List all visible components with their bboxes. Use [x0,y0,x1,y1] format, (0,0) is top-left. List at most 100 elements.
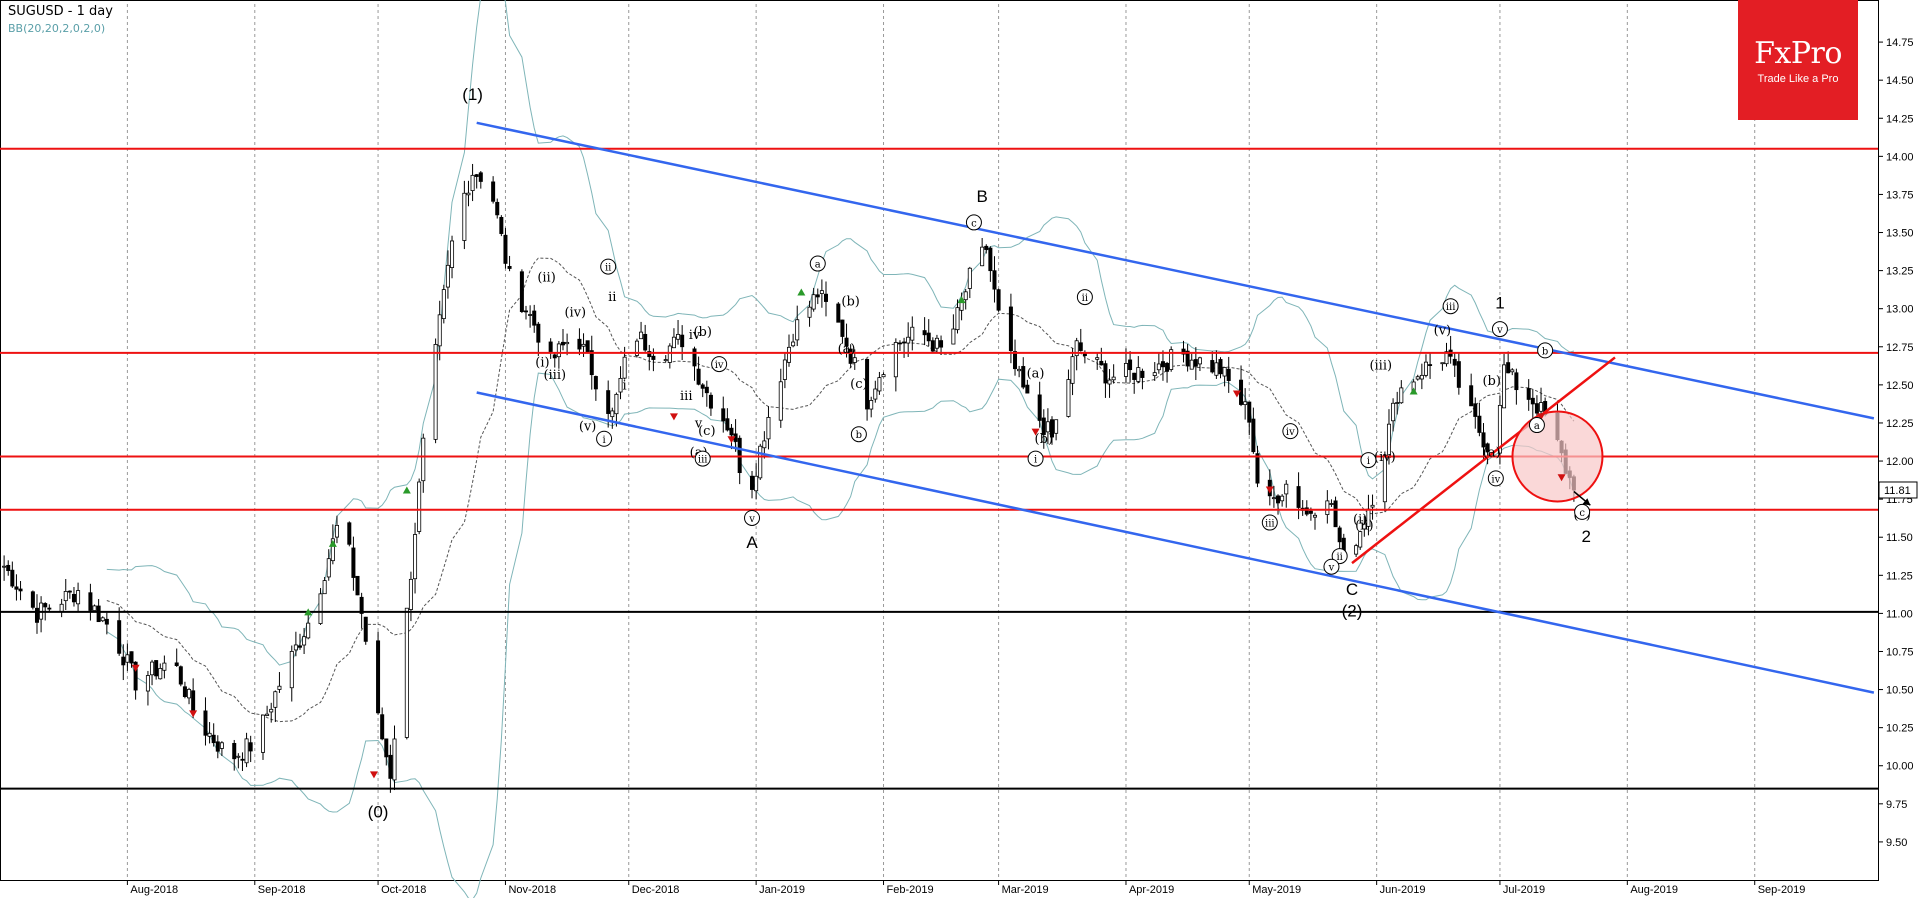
candle-body [1070,356,1075,384]
candle-body [988,247,993,272]
wave-circle [1487,470,1504,487]
candle-body [1333,500,1338,528]
candle-body [622,356,627,379]
candle-body [441,289,446,320]
candle-body [778,381,783,421]
candle-body [647,351,652,358]
wave-circle [809,255,826,272]
candle-body [491,181,496,202]
wave-circled-label: i [602,435,605,446]
wave-circled-label: ii [1082,293,1088,304]
fxpro-logo: FxPro Trade Like a Pro [1738,0,1858,120]
candle-body [807,306,812,318]
candle-body [1021,366,1026,388]
candle-body [1103,363,1108,384]
candle-body [1362,523,1367,530]
candle-body [848,348,853,364]
wave-circled-label: b [856,430,862,441]
candle-body [261,714,266,753]
wave-circled-label: c [1579,508,1585,519]
candle-body [1099,360,1104,366]
candlesticks [2,163,1576,793]
x-tick-label: Jun-2019 [1380,884,1426,896]
candle-body [1160,361,1165,368]
candle-body [1140,370,1145,378]
y-tick-label: 14.25 [1886,113,1914,125]
candle-body [967,267,972,289]
candle-body [1358,531,1363,548]
buy-arrow-marker [402,486,411,494]
candle-body [1473,403,1478,417]
candle-body [922,330,927,336]
candle-body [1399,387,1404,404]
candle-body [996,289,1001,311]
candle-body [215,741,220,752]
candle-body [1506,362,1511,374]
y-tick-label: 11.25 [1886,570,1913,582]
candle-body [1308,510,1313,514]
candle-body [548,341,553,352]
candle-body [1226,368,1231,381]
candle-body [519,271,524,312]
candle-body [76,590,81,605]
candle-body [955,307,960,331]
candle-body [643,333,648,351]
candle-body [758,445,763,479]
candle-body [318,593,323,624]
candle-body [614,393,619,415]
candle-body [404,607,409,738]
candle-body [1395,402,1400,404]
wave-label: i [623,378,627,393]
wave-circle [1574,503,1591,520]
candle-body [1054,419,1059,434]
candle-body [330,538,335,562]
candle-body [532,310,537,326]
candle-body [355,575,360,596]
candle-body [388,754,393,779]
candle-body [1419,374,1424,380]
red-trendline [1351,356,1616,565]
y-axis: 9.50 9.75 10.00 10.25 10.50 10.75 11.00 11.25 11… [1878,37,1918,849]
candle-body [560,341,565,346]
candle-body [466,192,471,196]
wave-label: (iii) [1369,359,1392,374]
candle-body [1107,379,1112,385]
candle-body [963,291,968,301]
candle-body [1304,507,1309,515]
candle-body [663,359,668,362]
candle-body [1165,362,1170,372]
candle-body [462,192,467,241]
candle-body [154,660,159,677]
candle-body [1415,376,1420,380]
channel-lower-line [476,391,1875,694]
candle-body [1485,443,1490,453]
wave-label: (ii) [537,270,555,285]
wave-label: (c) [698,424,715,439]
candle-body [121,656,126,666]
wave-label: iv [689,328,701,343]
wave-label: (iv) [564,305,586,320]
candle-body [322,580,327,595]
wave-circled-label: iv [1491,474,1500,485]
x-tick-label: Jan-2019 [759,884,805,896]
candle-body [795,319,800,341]
x-tick-label: Aug-2018 [130,884,178,896]
wave-circled-label: i [1034,455,1037,466]
candle-body [1197,357,1202,365]
candle-body [450,240,455,268]
candle-body [6,564,11,572]
candle-body [696,368,701,385]
y-tick-label: 10.50 [1886,685,1914,697]
candle-body [1239,379,1244,405]
candle-body [1280,495,1285,502]
candle-body [232,742,237,760]
wave-circle [1323,558,1340,575]
candle-body [88,592,93,611]
candle-body [363,616,368,642]
candle-body [791,341,796,347]
candle-body [934,337,939,349]
candle-body [145,675,150,692]
candle-body [865,358,870,410]
bollinger-lower [106,372,1575,898]
projection-arrowhead [1582,498,1591,506]
